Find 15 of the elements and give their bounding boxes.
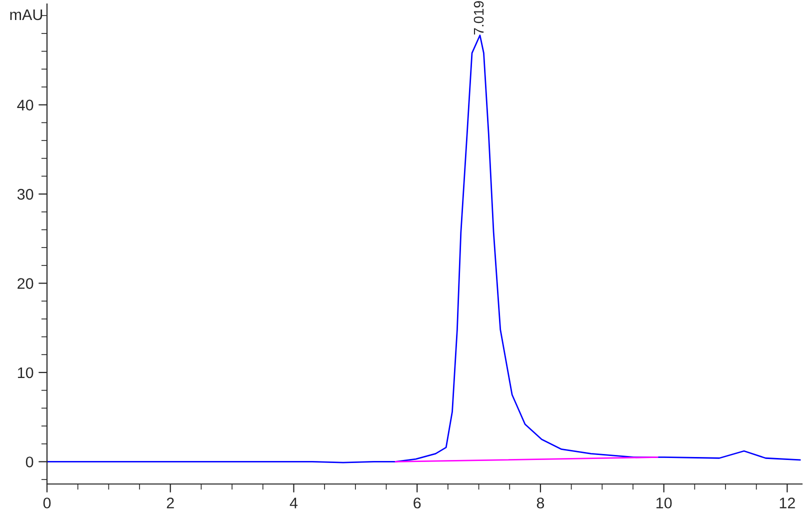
x-tick-label: 6 [414,498,421,508]
y-axis-title: mAU [10,9,42,20]
y-tick-label: 40 [17,100,34,111]
line-series [47,34,801,464]
annotation: 7.019 [474,1,484,35]
y-tick-label: 20 [18,278,34,289]
y-tick-label: 30 [17,188,34,200]
x-tick-label: 4 [290,498,298,508]
y-tick-label: 10 [18,367,34,378]
x-tick-label: 2 [166,498,174,508]
x-tick-label: 12 [780,498,795,508]
y-tick-label: 0 [26,456,34,468]
x-tick-label: 0 [43,498,51,508]
x-tick-label: 10 [656,498,672,508]
x-tick-label: 8 [536,498,544,508]
